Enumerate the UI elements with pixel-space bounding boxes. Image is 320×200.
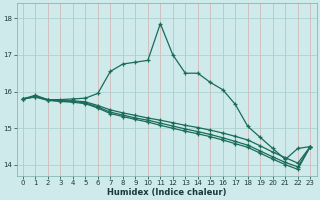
X-axis label: Humidex (Indice chaleur): Humidex (Indice chaleur) — [107, 188, 226, 197]
